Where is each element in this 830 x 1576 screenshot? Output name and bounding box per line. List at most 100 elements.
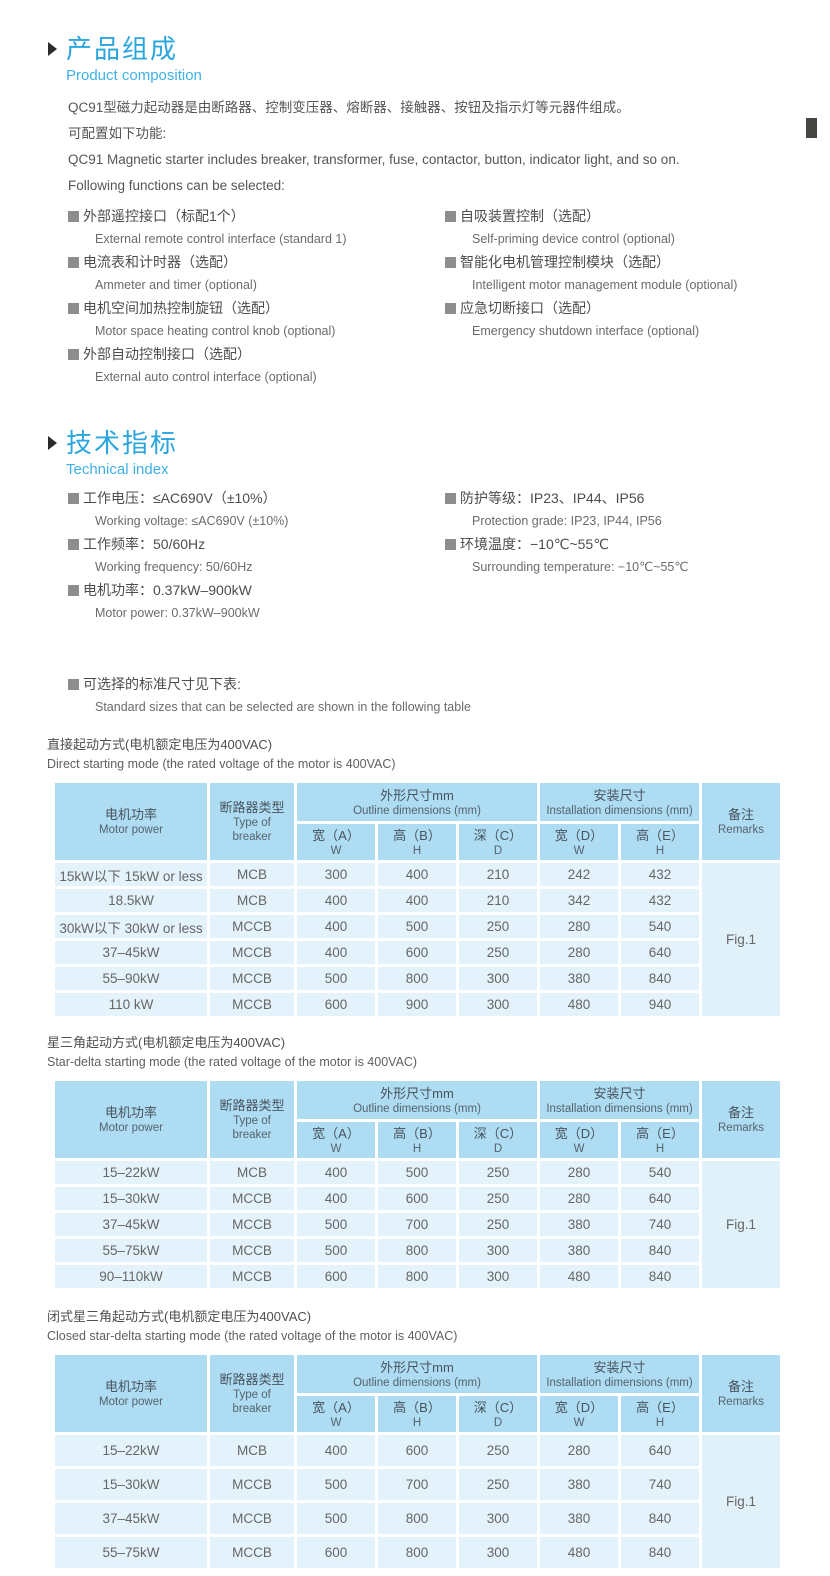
table-cell: 500 xyxy=(378,1161,456,1184)
table-cell: 300 xyxy=(459,1239,537,1262)
table-cell: 300 xyxy=(459,1537,537,1568)
square-bullet-icon xyxy=(445,492,456,504)
table-caption-cn: 直接起动方式(电机额定电压为400VAC) xyxy=(47,737,273,752)
spec-item: 环境温度：−10℃~55℃ Surrounding temperature: −… xyxy=(445,536,830,575)
feature-cn: 电流表和计时器（选配） xyxy=(83,254,237,270)
feature-item: 自吸装置控制（选配） Self-priming device control (… xyxy=(445,208,830,247)
feature-en: Ammeter and timer (optional) xyxy=(95,278,257,292)
spec-cn: 环境温度：−10℃~55℃ xyxy=(460,536,609,552)
table-row: 37–45kW MCCB 500 800 300 380 840 xyxy=(55,1503,780,1534)
table-cell: 740 xyxy=(621,1213,700,1236)
table-row: 37–45kW MCCB 400 600 250 280 640 xyxy=(55,941,780,964)
table-cell: 37–45kW xyxy=(55,941,207,964)
feature-en: Self-priming device control (optional) xyxy=(472,232,675,246)
section-product-composition-heading: 产品组成 xyxy=(48,0,830,64)
table-cell: 250 xyxy=(459,1213,537,1236)
table-cell: 600 xyxy=(297,993,375,1016)
table-cell: 840 xyxy=(621,967,700,990)
table-cell: 700 xyxy=(378,1213,456,1236)
table-cell: 250 xyxy=(459,1161,537,1184)
table-cell: 380 xyxy=(540,1503,618,1534)
square-bullet-icon xyxy=(68,538,79,550)
spec-column-left: 工作电压：≤AC690V（±10%） Working voltage: ≤AC6… xyxy=(68,490,445,628)
square-bullet-icon xyxy=(445,256,456,268)
note-cn: 可选择的标准尺寸见下表: xyxy=(83,676,241,692)
table-cell: 250 xyxy=(459,941,537,964)
table-cell: MCB xyxy=(210,1435,294,1466)
table-cell: 740 xyxy=(621,1469,700,1500)
table-cell: 700 xyxy=(378,1469,456,1500)
spec-en: Protection grade: IP23, IP44, IP56 xyxy=(472,514,662,528)
remark-cell: Fig.1 xyxy=(702,863,781,1016)
table-cell: MCCB xyxy=(210,915,294,938)
table-cell: 110 kW xyxy=(55,993,207,1016)
feature-cn: 外部自动控制接口（选配） xyxy=(83,346,251,362)
table-row: 18.5kW MCB 400 400 210 342 432 xyxy=(55,889,780,912)
table-cell: 37–45kW xyxy=(55,1503,207,1534)
spec-en: Working voltage: ≤AC690V (±10%) xyxy=(95,514,289,528)
section-title-cn: 技术指标 xyxy=(66,428,179,458)
feature-en: External auto control interface (optiona… xyxy=(95,370,317,384)
square-bullet-icon xyxy=(68,492,79,504)
table-cell: 250 xyxy=(459,1187,537,1210)
col-header-height-e: 高（E） H xyxy=(621,824,700,860)
closed-star-delta-starting-table: 电机功率 Motor power 断路器类型 Type of breaker 外形尺寸… xyxy=(52,1352,783,1571)
feature-en: External remote control interface (stand… xyxy=(95,232,347,246)
table-cell: 30kW以下 30kW or less xyxy=(55,915,207,938)
table-row: 90–110kW MCCB 600 800 300 480 840 xyxy=(55,1265,780,1288)
table-cell: 500 xyxy=(297,967,375,990)
table-row: 15–22kW MCB 400 500 250 280 540 Fig.1 xyxy=(55,1161,781,1288)
table-cell: 840 xyxy=(621,1537,700,1568)
table-row: 55–90kW MCCB 500 800 300 380 840 xyxy=(55,967,780,990)
table-cell: 840 xyxy=(621,1265,700,1288)
table-cell: 600 xyxy=(297,1537,375,1568)
feature-item: 电流表和计时器（选配） Ammeter and timer (optional) xyxy=(68,254,445,293)
spec-item: 工作频率：50/60Hz Working frequency: 50/60Hz xyxy=(68,536,445,575)
feature-en: Emergency shutdown interface (optional) xyxy=(472,324,700,338)
feature-cn: 电机空间加热控制旋钮（选配） xyxy=(83,300,279,316)
spec-cn: 工作频率：50/60Hz xyxy=(83,536,206,552)
table-caption-cn: 闭式星三角起动方式(电机额定电压为400VAC) xyxy=(47,1309,312,1324)
table-row: 15–22kW MCB 400 600 250 280 640 Fig.1 xyxy=(55,1435,781,1568)
table-cell: 500 xyxy=(297,1469,375,1500)
table-cell: 55–75kW xyxy=(55,1239,207,1262)
table-cell: MCCB xyxy=(210,1187,294,1210)
table-cell: 800 xyxy=(378,967,456,990)
table-cell: 15–22kW xyxy=(55,1161,207,1184)
table-cell: MCCB xyxy=(210,1265,294,1288)
square-bullet-icon xyxy=(445,210,456,222)
col-header-width-a: 宽（A） W xyxy=(297,824,375,860)
table-cell: 90–110kW xyxy=(55,1265,207,1288)
table-cell: 300 xyxy=(297,863,375,886)
table-cell: 242 xyxy=(540,863,618,886)
table-cell: 940 xyxy=(621,993,700,1016)
table-caption-cn: 星三角起动方式(电机额定电压为400VAC) xyxy=(47,1035,286,1050)
feature-cn: 应急切断接口（选配） xyxy=(460,300,600,316)
col-header-depth-c: 深（C） D xyxy=(459,1396,537,1432)
table-cell: 15kW以下 15kW or less xyxy=(55,863,207,886)
table-cell: 15–30kW xyxy=(55,1469,207,1500)
intro-paragraph-en2: Following functions can be selected: xyxy=(68,178,285,193)
feature-list: 外部遥控接口（标配1个） External remote control int… xyxy=(68,208,830,392)
col-header-installation-dimensions: 安装尺寸 Installation dimensions (mm) xyxy=(540,1355,700,1393)
col-header-depth-c: 深（C） D xyxy=(459,824,537,860)
section-technical-index-heading: 技术指标 xyxy=(48,428,830,458)
table-cell: 400 xyxy=(297,1435,375,1466)
remark-cell: Fig.1 xyxy=(702,1161,781,1288)
section-title-en: Technical index xyxy=(66,461,169,478)
table-cell: 280 xyxy=(540,915,618,938)
table-cell: 540 xyxy=(621,1161,700,1184)
arrow-right-icon xyxy=(48,42,57,56)
square-bullet-icon xyxy=(68,256,79,268)
standard-size-note: 可选择的标准尺寸见下表: Standard sizes that can be … xyxy=(68,676,830,715)
table-cell: 640 xyxy=(621,1187,700,1210)
col-header-width-a: 宽（A） W xyxy=(297,1396,375,1432)
col-header-height-e: 高（E） H xyxy=(621,1122,700,1158)
scan-artifact xyxy=(806,118,817,138)
square-bullet-icon xyxy=(68,678,79,690)
col-header-motor-power: 电机功率 Motor power xyxy=(55,1081,207,1158)
col-header-breaker-type: 断路器类型 Type of breaker xyxy=(210,1081,294,1158)
col-header-installation-dimensions: 安装尺寸 Installation dimensions (mm) xyxy=(540,783,700,821)
table-cell: 400 xyxy=(297,1161,375,1184)
table-cell: 432 xyxy=(621,863,700,886)
